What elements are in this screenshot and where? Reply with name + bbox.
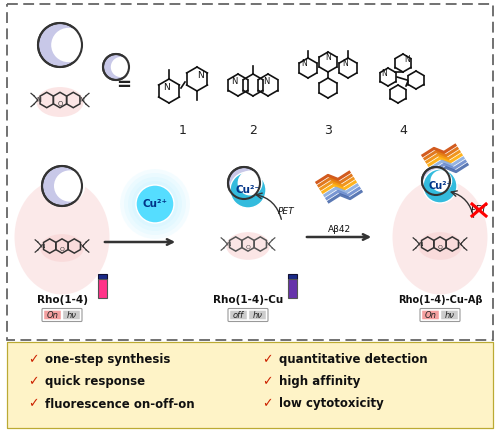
Ellipse shape: [392, 180, 488, 295]
FancyBboxPatch shape: [228, 308, 268, 321]
Text: On: On: [424, 311, 436, 320]
Text: O: O: [438, 245, 442, 250]
Text: N: N: [40, 244, 44, 248]
Bar: [288, 279, 296, 298]
Ellipse shape: [226, 232, 270, 260]
Text: N: N: [266, 241, 270, 247]
Text: Cu²⁺: Cu²⁺: [142, 199, 168, 209]
Bar: [7, 4, 493, 340]
Circle shape: [128, 177, 182, 231]
Ellipse shape: [40, 234, 84, 262]
Circle shape: [51, 28, 86, 62]
Text: PET: PET: [470, 206, 488, 215]
Text: quantitative detection: quantitative detection: [279, 353, 428, 366]
Text: one-step synthesis: one-step synthesis: [45, 353, 170, 366]
Text: ✓: ✓: [262, 375, 272, 388]
Text: N: N: [36, 97, 41, 103]
Text: N: N: [418, 241, 422, 247]
Text: N: N: [80, 244, 84, 248]
Text: quick response: quick response: [45, 375, 145, 388]
Bar: [7, 342, 493, 428]
Ellipse shape: [14, 180, 110, 295]
Text: O: O: [58, 101, 62, 107]
Text: N: N: [79, 97, 84, 103]
Text: Aβ42: Aβ42: [328, 226, 350, 235]
FancyBboxPatch shape: [420, 308, 460, 321]
Text: ✓: ✓: [28, 397, 38, 410]
Text: high affinity: high affinity: [279, 375, 360, 388]
Text: N: N: [162, 83, 170, 92]
Text: O: O: [60, 247, 64, 252]
Text: N: N: [381, 69, 387, 77]
FancyBboxPatch shape: [63, 311, 80, 319]
Text: N: N: [263, 76, 269, 86]
Circle shape: [230, 172, 266, 208]
Text: 2: 2: [249, 124, 257, 137]
Circle shape: [430, 170, 452, 192]
Bar: [98, 274, 106, 279]
FancyBboxPatch shape: [42, 308, 82, 321]
Circle shape: [238, 171, 262, 195]
Text: N: N: [196, 72, 203, 80]
FancyBboxPatch shape: [441, 311, 458, 319]
Text: N: N: [231, 76, 237, 86]
Text: hν: hν: [444, 311, 454, 320]
Text: 4: 4: [399, 124, 407, 137]
Circle shape: [132, 181, 178, 227]
Circle shape: [228, 167, 260, 199]
Bar: [7, 4, 493, 340]
Circle shape: [38, 23, 82, 67]
Circle shape: [124, 173, 186, 235]
Bar: [7, 342, 493, 428]
Ellipse shape: [418, 232, 462, 260]
Text: off: off: [233, 311, 244, 320]
Text: ✓: ✓: [28, 375, 38, 388]
Text: Cu²⁻: Cu²⁻: [236, 185, 260, 195]
Text: fluorescence on-off-on: fluorescence on-off-on: [45, 397, 195, 410]
Text: N: N: [301, 60, 307, 69]
Text: On: On: [46, 311, 58, 320]
Text: Rho(1-4)-Cu-Aβ: Rho(1-4)-Cu-Aβ: [398, 295, 482, 305]
FancyBboxPatch shape: [249, 311, 266, 319]
FancyBboxPatch shape: [44, 311, 61, 319]
Circle shape: [111, 57, 131, 77]
Text: N: N: [226, 241, 230, 247]
Text: Rho(1-4): Rho(1-4): [36, 295, 88, 305]
Text: O: O: [246, 245, 250, 250]
Text: ✓: ✓: [28, 353, 38, 366]
Text: Rho(1-4)-Cu: Rho(1-4)-Cu: [213, 295, 283, 305]
Text: hν: hν: [252, 311, 262, 320]
Text: PET: PET: [278, 207, 294, 216]
Text: N: N: [342, 60, 348, 69]
Text: =: =: [116, 76, 132, 94]
Text: 3: 3: [324, 124, 332, 137]
Circle shape: [103, 54, 129, 80]
Bar: [98, 279, 106, 298]
Text: N: N: [458, 241, 462, 247]
Text: ✓: ✓: [262, 353, 272, 366]
Circle shape: [120, 169, 190, 239]
Circle shape: [42, 166, 82, 206]
Circle shape: [136, 185, 174, 223]
Ellipse shape: [36, 87, 84, 117]
Text: ✓: ✓: [262, 397, 272, 410]
Circle shape: [54, 170, 85, 202]
Bar: [288, 274, 296, 279]
Text: N: N: [325, 53, 331, 61]
Text: 1: 1: [179, 124, 187, 137]
FancyBboxPatch shape: [422, 311, 439, 319]
Text: hν: hν: [66, 311, 76, 320]
Circle shape: [422, 167, 450, 195]
Text: N: N: [404, 54, 410, 64]
Circle shape: [423, 169, 457, 203]
Text: low cytotoxicity: low cytotoxicity: [279, 397, 384, 410]
FancyBboxPatch shape: [230, 311, 247, 319]
Text: Cu²⁺: Cu²⁺: [428, 181, 452, 191]
